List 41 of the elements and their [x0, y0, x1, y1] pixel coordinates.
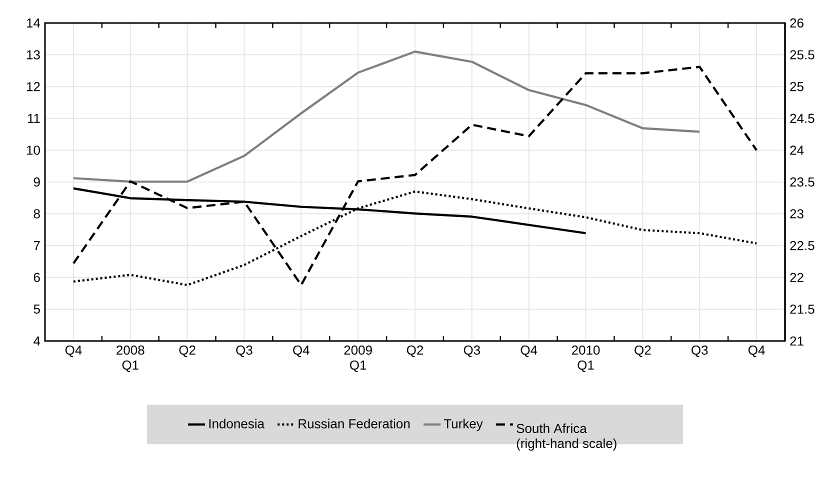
- x-tick-label: 2008 Q1: [116, 346, 144, 372]
- legend-label: Russian Federation: [298, 418, 410, 428]
- x-tick-label: Q3: [236, 346, 252, 358]
- line-series: [72, 50, 701, 183]
- x-tick-label: Q2: [406, 346, 424, 358]
- y-tick-label: 8: [34, 209, 40, 218]
- y2-tick-label: 21: [790, 336, 804, 346]
- y-tick-label: 4: [34, 336, 40, 346]
- x-tick-label: 2010 Q1: [572, 346, 600, 372]
- y-tick-label: 7: [34, 241, 40, 250]
- line-series: [72, 66, 758, 286]
- y2-tick-label: 23: [790, 209, 804, 218]
- y2-tick-label: 24: [790, 146, 804, 155]
- y-tick-label: 6: [34, 272, 40, 282]
- x-tick-label: Q4: [65, 346, 82, 358]
- y2-tick-label: 22: [790, 272, 804, 282]
- x-tick-label: Q4: [293, 346, 310, 358]
- y2-tick-label: 25: [790, 82, 804, 92]
- y2-tick-label: 22.5: [790, 240, 814, 250]
- x-tick-label: Q2: [634, 346, 651, 358]
- y2-tick-label: 23.5: [790, 177, 814, 187]
- y-tick-label: 12: [26, 82, 40, 92]
- x-tick-label: Q4: [748, 346, 765, 358]
- y2-tick-label: 21.5: [790, 304, 814, 314]
- x-tick-label: Q4: [520, 346, 538, 358]
- y2-tick-label: 25.5: [790, 50, 814, 60]
- x-tick-label: Q2: [179, 346, 196, 358]
- y2-tick-label: 26: [790, 18, 804, 28]
- legend-label: Turkey: [444, 418, 483, 431]
- y-tick-label: 14: [26, 18, 40, 28]
- y-tick-label: 13: [26, 50, 40, 60]
- y-tick-label: 10: [26, 146, 40, 155]
- legend-label: Indonesia: [209, 418, 265, 428]
- legend-label: South Africa (right-hand scale): [516, 424, 616, 451]
- y-tick-label: 11: [28, 114, 40, 123]
- x-tick-label: Q3: [464, 346, 480, 358]
- y-tick-label: 9: [34, 177, 40, 187]
- y2-tick-label: 24.5: [790, 114, 814, 123]
- x-tick-label: 2009 Q1: [344, 346, 372, 372]
- x-tick-label: Q3: [692, 346, 708, 358]
- y-tick-label: 5: [34, 304, 40, 314]
